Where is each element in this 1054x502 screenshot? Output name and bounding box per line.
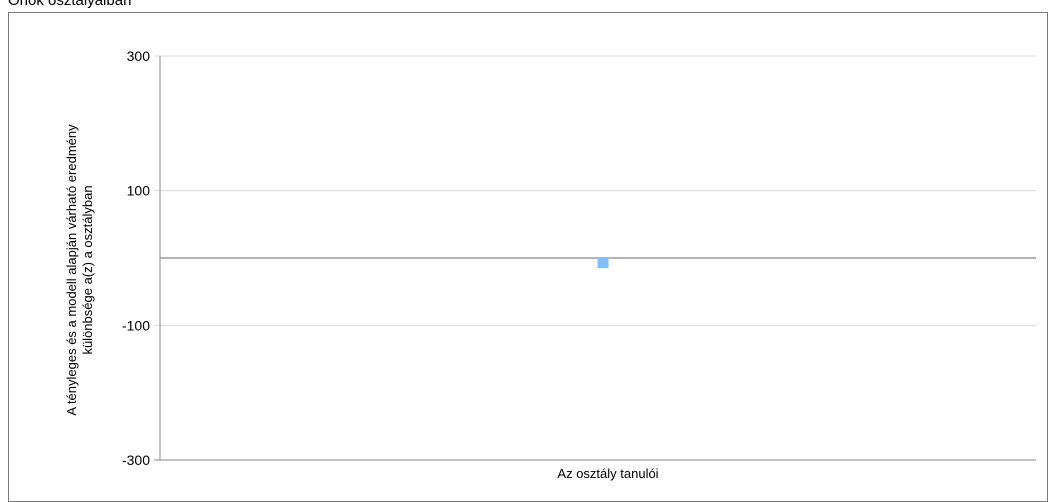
y-tick-label: -100 xyxy=(122,317,150,333)
y-axis-label-line-2: különbsége a(z) a osztályban xyxy=(80,185,95,354)
y-tick-label: 300 xyxy=(127,48,151,64)
chart-title: Önök osztályaiban xyxy=(8,0,132,9)
y-tick-label: -300 xyxy=(122,452,150,468)
bar xyxy=(597,258,609,269)
y-ticks: 300 100 -100 -300 xyxy=(122,48,150,468)
gridlines xyxy=(154,55,1036,461)
x-axis-label: Az osztály tanulói xyxy=(557,466,658,481)
bars xyxy=(597,258,609,269)
y-axis-label-line-1: A tényleges és a modell alapján várható … xyxy=(64,124,79,416)
y-tick-label: 100 xyxy=(127,183,151,199)
